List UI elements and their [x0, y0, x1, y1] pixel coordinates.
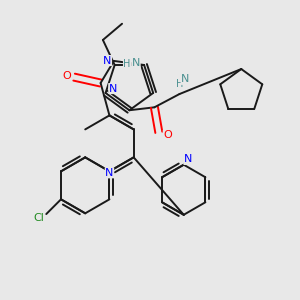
Text: Cl: Cl: [34, 214, 44, 224]
Text: H: H: [123, 59, 131, 69]
Text: N: N: [105, 168, 114, 178]
Text: O: O: [163, 130, 172, 140]
Text: O: O: [62, 71, 71, 81]
Text: N: N: [109, 83, 117, 94]
Text: N: N: [184, 154, 192, 164]
Text: N: N: [103, 56, 112, 66]
Text: N: N: [132, 58, 140, 68]
Text: H: H: [176, 79, 183, 89]
Text: N: N: [181, 74, 190, 84]
